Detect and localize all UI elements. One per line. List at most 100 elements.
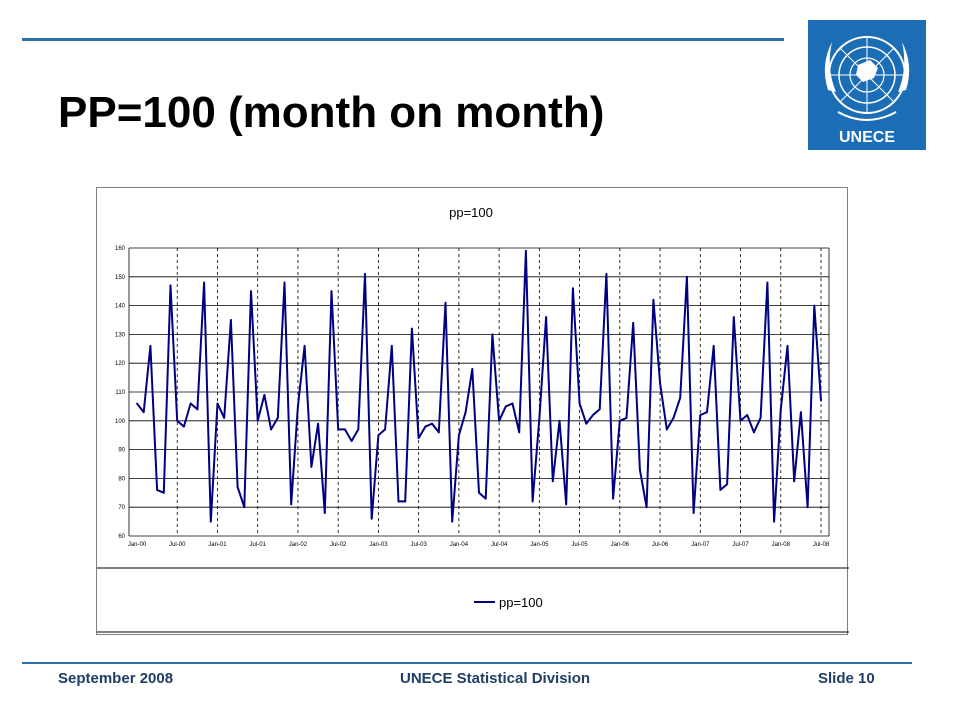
footer-date: September 2008 <box>58 670 174 687</box>
right-olive-branch <box>898 42 910 92</box>
data-point <box>659 382 661 385</box>
data-point <box>779 408 782 411</box>
data-point <box>618 419 621 422</box>
data-point <box>256 419 259 422</box>
x-tick-label: Jul-05 <box>571 542 588 548</box>
data-point <box>793 480 796 483</box>
data-point <box>712 345 715 347</box>
legend: pp=100 <box>474 595 543 610</box>
data-point <box>424 425 427 428</box>
data-point <box>183 425 185 428</box>
data-point <box>323 512 326 514</box>
x-tick-label: Jul-00 <box>169 542 186 548</box>
slide-title: PP=100 (month on month) <box>58 88 605 137</box>
data-point <box>739 419 742 422</box>
data-point <box>390 345 393 347</box>
data-point <box>330 290 333 293</box>
data-point <box>726 483 729 486</box>
data-point <box>243 506 246 509</box>
data-point <box>276 417 279 419</box>
data-point <box>310 465 313 468</box>
data-point <box>478 491 480 494</box>
data-point <box>283 281 286 284</box>
data-point <box>156 489 159 491</box>
y-tick-labels: 60 70 80 90 100 110 120 130 140 150 160 <box>115 246 126 540</box>
x-tick-label: Jul-07 <box>732 542 749 548</box>
data-point <box>565 503 568 506</box>
data-point <box>645 506 648 509</box>
data-point <box>270 428 273 431</box>
data-point <box>176 419 179 422</box>
olive-branch-base <box>837 111 897 121</box>
data-point <box>525 249 527 252</box>
x-tick-label: Jan-00 <box>128 542 147 548</box>
data-point <box>397 500 400 503</box>
data-point <box>236 486 239 488</box>
data-point <box>303 345 306 347</box>
data-point <box>437 431 440 434</box>
x-tick-label: Jan-01 <box>208 542 227 548</box>
un-emblem-logo: UNECE <box>808 20 926 150</box>
y-tick-label: 130 <box>115 332 126 338</box>
legend-label: pp=100 <box>499 595 543 610</box>
data-point <box>652 298 655 301</box>
data-point <box>545 316 547 319</box>
data-point <box>813 304 816 307</box>
data-point <box>136 402 138 405</box>
data-point <box>632 321 635 324</box>
data-point <box>169 284 172 287</box>
x-tick-label: Jan-02 <box>289 542 308 548</box>
logo-text: UNECE <box>839 129 895 146</box>
x-tick-label: Jul-08 <box>813 542 830 548</box>
y-tick-label: 140 <box>115 304 126 310</box>
footer-organization: UNECE Statistical Division <box>400 670 591 687</box>
data-point <box>571 287 574 290</box>
data-point <box>511 402 514 405</box>
data-point <box>806 506 809 509</box>
data-point <box>189 402 192 405</box>
data-point <box>404 500 407 503</box>
data-point <box>759 417 762 419</box>
data-point <box>625 417 628 419</box>
data-point <box>672 417 675 419</box>
top-rule <box>22 38 784 41</box>
chart-frame: pp=100 60 70 80 90 100 110 120 130 140 150 160 Jan… <box>96 187 849 635</box>
x-tick-label: Jul-03 <box>410 542 427 548</box>
globe-continents <box>856 60 878 82</box>
data-point <box>377 434 380 437</box>
data-point <box>531 500 534 503</box>
data-point <box>665 428 668 431</box>
data-point <box>719 489 722 491</box>
data-point <box>679 396 682 399</box>
data-point <box>605 273 608 275</box>
data-point <box>250 290 252 293</box>
data-point <box>558 419 561 422</box>
x-tick-label: Jul-02 <box>330 542 347 548</box>
data-point <box>504 405 507 408</box>
data-point <box>464 411 467 414</box>
data-point <box>451 520 454 523</box>
x-tick-label: Jan-06 <box>611 542 630 548</box>
data-point <box>216 402 219 405</box>
data-point <box>732 316 735 319</box>
y-tick-label: 150 <box>115 275 126 281</box>
data-point <box>753 431 755 434</box>
data-point <box>209 520 212 523</box>
data-point <box>518 431 521 434</box>
data-point <box>364 273 366 275</box>
data-point <box>578 402 581 405</box>
data-point <box>598 408 601 411</box>
x-tick-label: Jul-04 <box>491 542 508 548</box>
data-point <box>498 419 501 422</box>
x-tick-label: Jan-08 <box>772 542 791 548</box>
data-point <box>766 281 769 284</box>
y-tick-label: 60 <box>118 534 125 540</box>
left-olive-branch <box>824 42 836 92</box>
data-point <box>223 417 226 419</box>
data-point <box>417 437 420 439</box>
data-point <box>592 414 594 416</box>
line-chart: pp=100 60 70 80 90 100 110 120 130 140 150 160 Jan… <box>97 205 849 633</box>
data-point <box>471 368 474 370</box>
y-tick-label: 100 <box>115 419 126 425</box>
x-tick-label: Jan-03 <box>369 542 388 548</box>
